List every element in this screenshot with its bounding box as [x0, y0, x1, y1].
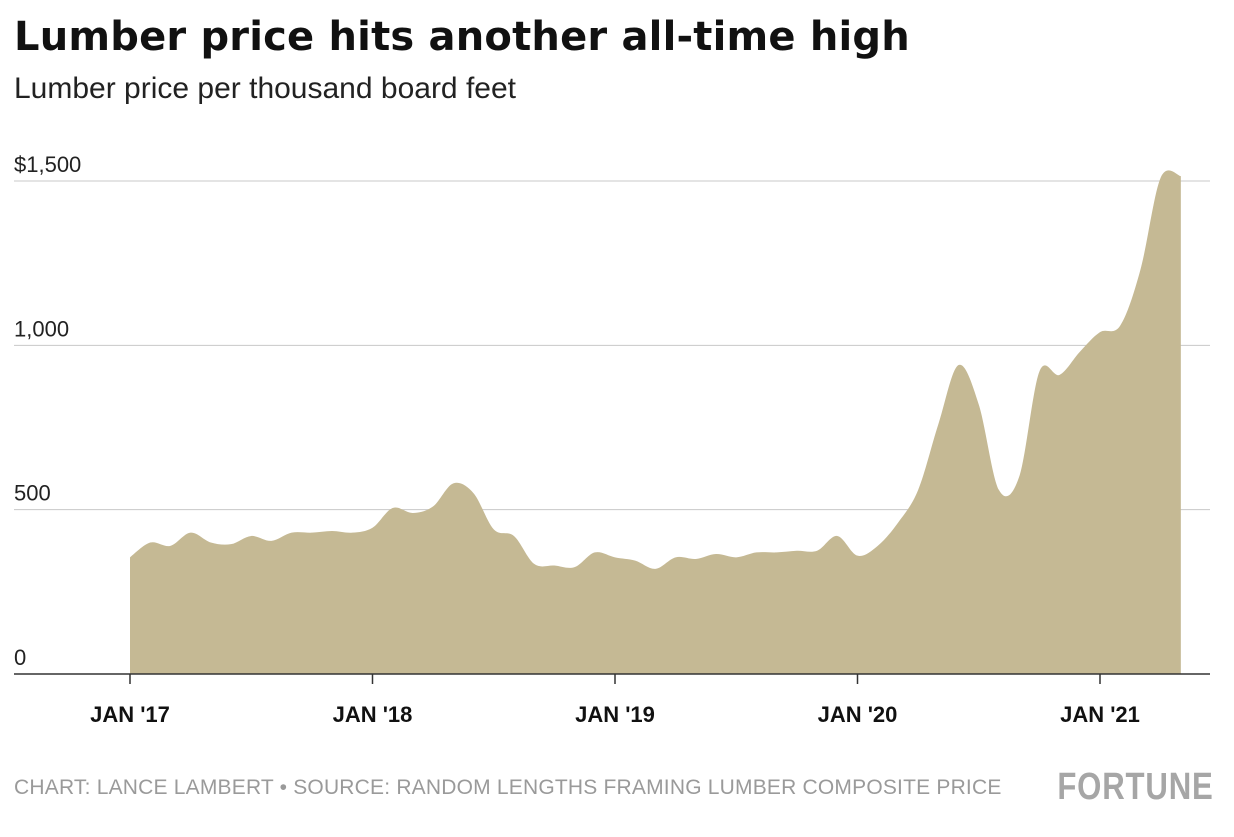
y-axis-labels: 0 500 1,000 $1,500 — [14, 152, 81, 670]
chart-source-footer: CHART: LANCE LAMBERT • SOURCE: RANDOM LE… — [14, 776, 1002, 799]
x-axis: JAN '17 JAN '18 JAN '19 JAN '20 JAN '21 — [14, 673, 1210, 727]
y-tick-label: 1,000 — [14, 316, 69, 341]
x-tick-label: JAN '17 — [90, 702, 170, 727]
chart-title: Lumber price hits another all-time high — [14, 14, 910, 60]
fortune-logo: FORTUNE — [1057, 766, 1214, 808]
x-tick-label: JAN '20 — [818, 702, 898, 727]
x-tick-label: JAN '21 — [1060, 702, 1140, 727]
x-tick-label: JAN '19 — [575, 702, 655, 727]
y-tick-label: $1,500 — [14, 152, 81, 177]
lumber-price-area — [130, 170, 1181, 674]
y-tick-label: 0 — [14, 645, 26, 670]
y-tick-label: 500 — [14, 481, 51, 506]
chart-svg: JAN '17 JAN '18 JAN '19 JAN '20 JAN '21 0 500… — [14, 152, 1210, 727]
x-tick-label: JAN '18 — [333, 702, 413, 727]
chart-subtitle: Lumber price per thousand board feet — [14, 72, 516, 105]
